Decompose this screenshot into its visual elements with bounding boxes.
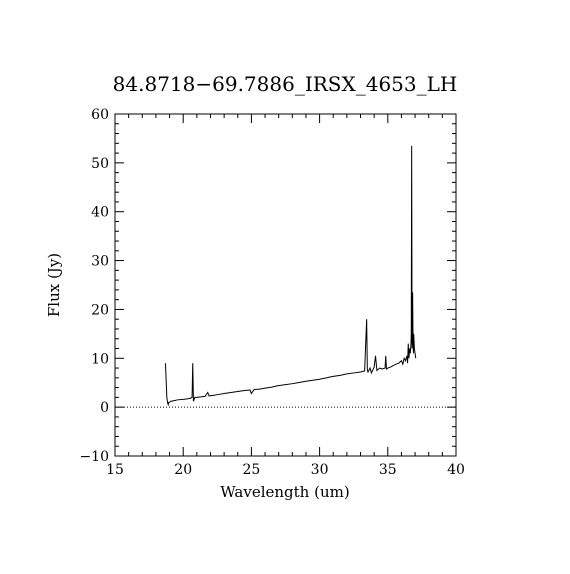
spectrum-line xyxy=(164,145,417,407)
y-tick-label: 50 xyxy=(91,156,109,172)
y-tick-label: −10 xyxy=(79,449,109,465)
x-tick-label: 15 xyxy=(106,462,124,478)
x-tick-label: 35 xyxy=(379,462,397,478)
x-axis-label: Wavelength (um) xyxy=(220,483,349,501)
x-tick-label: 30 xyxy=(311,462,329,478)
y-axis-label: Flux (Jy) xyxy=(45,253,63,317)
y-tick-label: 60 xyxy=(91,107,109,123)
x-tick-label: 20 xyxy=(174,462,192,478)
x-tick-label: 25 xyxy=(242,462,260,478)
y-tick-label: 20 xyxy=(91,302,109,318)
x-tick-label: 40 xyxy=(447,462,465,478)
plot-layer: 15 20 25 30 35 40 −10 0 10 20 30 40 50 60 xyxy=(79,107,464,478)
y-tick-label: 30 xyxy=(91,254,109,270)
plot-frame xyxy=(114,113,457,457)
y-tick-label: 0 xyxy=(100,400,109,416)
y-tick-label: 10 xyxy=(91,351,109,367)
chart-title: 84.8718−69.7886_IRSX_4653_LH xyxy=(113,72,458,96)
y-tick-label: 40 xyxy=(91,205,109,221)
